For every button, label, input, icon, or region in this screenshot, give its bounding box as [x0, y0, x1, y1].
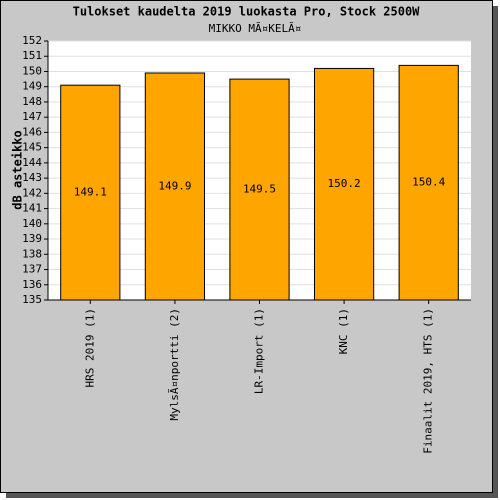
- x-tick-label: KNC (1): [337, 308, 350, 354]
- value-label: 149.9: [158, 179, 191, 192]
- y-tick-label: 135: [22, 293, 42, 306]
- y-tick-label: 137: [22, 263, 42, 276]
- chart-title: Tulokset kaudelta 2019 luokasta Pro, Sto…: [73, 5, 421, 19]
- y-tick-label: 138: [22, 247, 42, 260]
- value-label: 150.2: [328, 177, 361, 190]
- y-tick-label: 147: [22, 110, 42, 123]
- value-label: 150.4: [412, 176, 445, 189]
- x-tick-label: HRS 2019 (1): [83, 308, 96, 387]
- y-tick-label: 151: [22, 49, 42, 62]
- y-tick-label: 150: [22, 64, 42, 77]
- bar: [398, 64, 459, 301]
- y-tick-label: 143: [22, 171, 42, 184]
- x-tick-label: Finaalit 2019, HTS (1): [422, 308, 435, 454]
- x-tick-label: LR-Import (1): [253, 308, 266, 394]
- y-tick-label: 141: [22, 202, 42, 215]
- y-tick-label: 149: [22, 80, 42, 93]
- y-axis-label: dB asteikko: [11, 130, 25, 209]
- y-tick-label: 145: [22, 141, 42, 154]
- bar: [229, 78, 290, 301]
- y-tick-label: 144: [22, 156, 42, 169]
- y-tick-label: 146: [22, 125, 42, 138]
- x-tick-label: MylsÃ¤nportti (2): [168, 308, 181, 421]
- y-tick-label: 139: [22, 232, 42, 245]
- y-tick-label: 136: [22, 278, 42, 291]
- y-tick-label: 140: [22, 217, 42, 230]
- value-label: 149.5: [243, 183, 276, 196]
- y-tick-label: 152: [22, 34, 42, 47]
- y-tick-label: 148: [22, 95, 42, 108]
- chart-subtitle: MIKKO MÃ¤KELÃ¤: [209, 22, 302, 35]
- bar: [60, 84, 121, 301]
- value-label: 149.1: [74, 186, 107, 199]
- bar: [144, 72, 206, 301]
- y-tick-label: 142: [22, 186, 42, 199]
